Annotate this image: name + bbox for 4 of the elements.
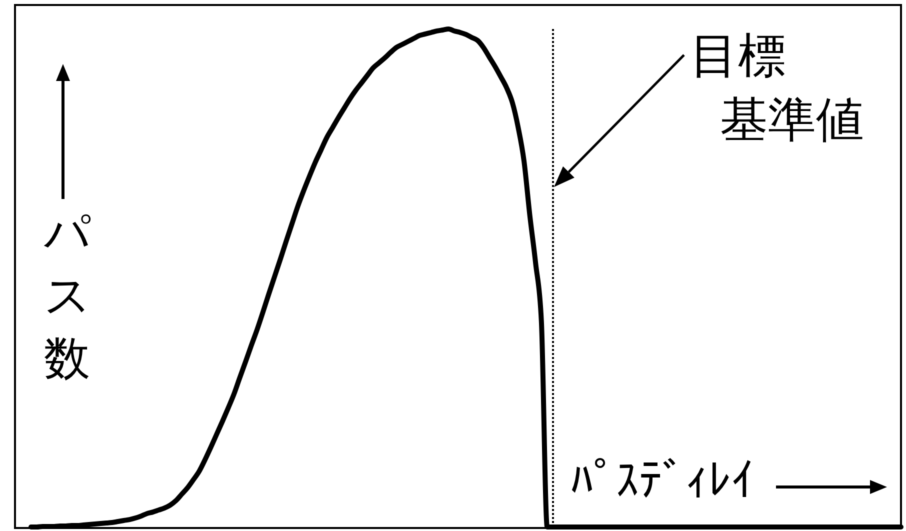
annotation: 基準値 xyxy=(720,91,864,150)
annotation: 目標 xyxy=(690,27,786,86)
x-axis-title: ﾊﾟｽﾃﾞｨﾚｲ xyxy=(570,452,754,508)
y-axis-title: パス数 xyxy=(44,204,92,387)
